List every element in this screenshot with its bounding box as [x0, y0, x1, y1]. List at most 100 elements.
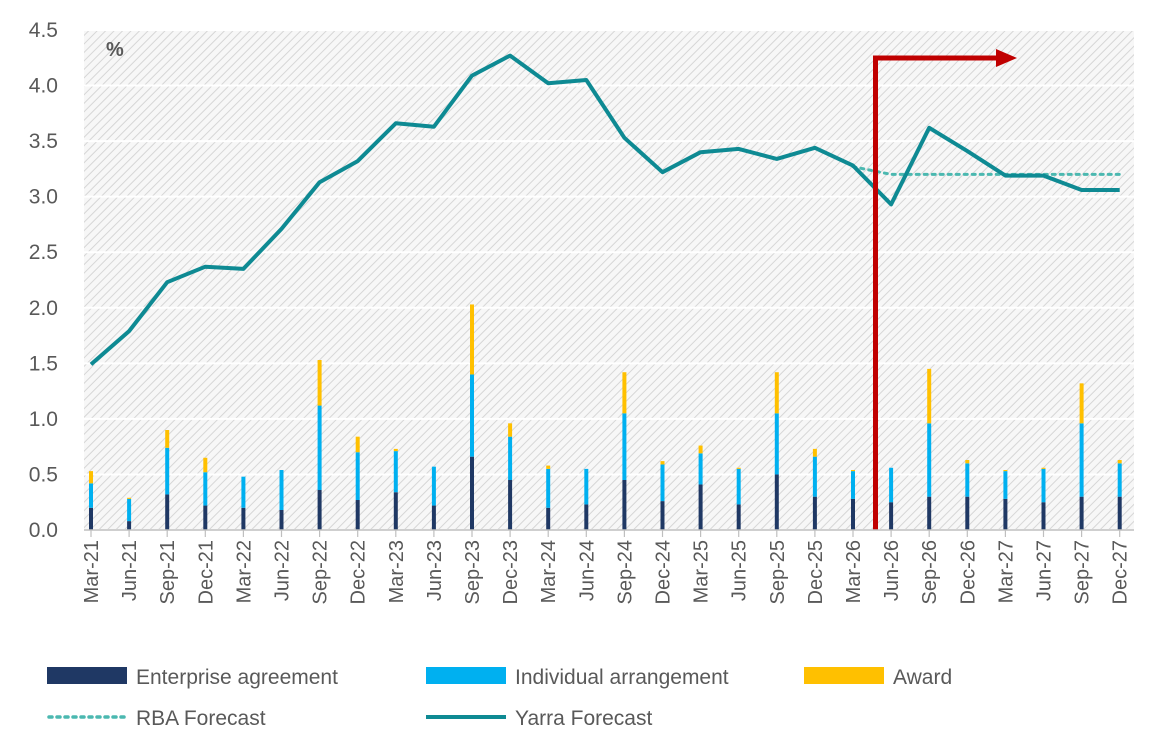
legend-swatch-enterprise-agreement	[47, 667, 127, 684]
bar-enterprise-agreement	[431, 505, 436, 530]
line-yarra-forecast	[89, 53, 1120, 366]
bar-individual-arrangement	[774, 413, 779, 475]
forecast-marker-line	[873, 55, 1000, 530]
bar-individual-arrangement	[965, 463, 970, 497]
bar-individual-arrangement	[851, 471, 855, 499]
forecast-arrow-icon	[996, 49, 1017, 67]
x-tick-label: Sep-27	[1072, 540, 1094, 605]
y-tick-label: 0.5	[29, 463, 58, 486]
bar-enterprise-agreement	[965, 496, 970, 530]
bar-individual-arrangement	[203, 472, 208, 506]
bar-award	[927, 368, 932, 424]
bar-enterprise-agreement	[774, 474, 779, 530]
x-tick-label: Jun-26	[881, 540, 903, 601]
y-tick-label: 3.5	[29, 130, 58, 153]
bar-individual-arrangement	[1079, 423, 1084, 497]
bar-award	[622, 372, 627, 414]
bar-enterprise-agreement	[165, 494, 170, 530]
x-tick-label: Dec-23	[500, 540, 522, 604]
bar-individual-arrangement	[736, 468, 741, 505]
x-tick-label: Jun-22	[272, 540, 294, 601]
legend-label-individual-arrangement: Individual arrangement	[515, 666, 729, 689]
x-tick-label: Jun-23	[424, 540, 446, 601]
bar-award	[317, 360, 322, 406]
bar-award	[1041, 467, 1046, 469]
y-tick-label: 3.0	[29, 186, 58, 209]
y-tick-label: 4.5	[29, 19, 58, 42]
bar-award	[851, 470, 855, 472]
y-tick-label: 1.0	[29, 408, 58, 431]
bar-enterprise-agreement	[203, 505, 208, 530]
bar-enterprise-agreement	[317, 490, 322, 530]
forecast-marker	[873, 49, 1017, 530]
bar-enterprise-agreement	[927, 496, 932, 530]
bar-enterprise-agreement	[698, 484, 703, 530]
x-tick-label: Mar-21	[81, 540, 103, 603]
bar-award	[470, 304, 474, 375]
y-tick-label: 4.0	[29, 75, 58, 98]
bar-individual-arrangement	[622, 413, 627, 480]
bar-enterprise-agreement	[89, 507, 93, 530]
x-tick-label: Dec-25	[805, 540, 827, 604]
bar-individual-arrangement	[317, 405, 322, 490]
bar-individual-arrangement	[546, 468, 551, 508]
bar-enterprise-agreement	[508, 480, 513, 530]
x-tick-label: Jun-24	[576, 540, 598, 601]
x-tick-label: Dec-22	[348, 540, 370, 604]
bar-individual-arrangement	[241, 476, 246, 508]
bar-individual-arrangement	[393, 451, 398, 493]
bars	[89, 304, 1122, 530]
bar-enterprise-agreement	[546, 507, 551, 530]
bar-individual-arrangement	[584, 468, 589, 505]
bar-enterprise-agreement	[355, 500, 360, 530]
bar-individual-arrangement	[812, 456, 817, 497]
bar-award	[546, 465, 551, 469]
bar-enterprise-agreement	[127, 521, 132, 530]
bar-individual-arrangement	[165, 447, 170, 495]
legend-swatch-individual-arrangement	[426, 667, 506, 684]
x-tick-label: Dec-24	[653, 540, 675, 604]
x-tick-label: Mar-23	[386, 540, 408, 603]
y-tick-label: 0.0	[29, 519, 58, 542]
bar-award	[1003, 470, 1008, 472]
bar-enterprise-agreement	[393, 492, 398, 530]
bar-award	[508, 423, 513, 437]
bar-award	[165, 430, 170, 448]
y-tick-label: 2.5	[29, 241, 58, 264]
x-tick-label: Mar-27	[995, 540, 1017, 603]
bar-individual-arrangement	[431, 466, 436, 506]
bar-enterprise-agreement	[1079, 496, 1084, 530]
bar-individual-arrangement	[660, 464, 665, 502]
bar-individual-arrangement	[470, 374, 474, 457]
x-axis: Mar-21 Jun-21 Sep-21 Dec-21 Mar-22 Jun-22 Sep-…	[81, 529, 1134, 605]
x-tick-label: Mar-26	[843, 540, 865, 603]
bar-enterprise-agreement	[889, 502, 894, 530]
bar-enterprise-agreement	[1117, 496, 1122, 530]
x-tick-label: Dec-27	[1110, 540, 1132, 604]
legend-label-yarra-forecast: Yarra Forecast	[515, 707, 652, 730]
x-tick-label: Sep-25	[767, 540, 789, 605]
bar-enterprise-agreement	[660, 501, 665, 530]
bar-enterprise-agreement	[279, 510, 284, 530]
bar-individual-arrangement	[1117, 463, 1122, 497]
bar-enterprise-agreement	[812, 496, 817, 530]
bar-award	[774, 372, 779, 414]
bar-enterprise-agreement	[1003, 498, 1008, 530]
bar-award	[965, 460, 970, 464]
x-tick-label: Jun-25	[729, 540, 751, 601]
legend-label-award: Award	[893, 666, 952, 689]
bar-individual-arrangement	[698, 453, 703, 485]
bar-award	[355, 436, 360, 453]
bar-enterprise-agreement	[851, 498, 855, 530]
bar-enterprise-agreement	[241, 507, 246, 530]
bar-individual-arrangement	[355, 452, 360, 500]
y-axis: 0.0 0.5 1.0 1.5 2.0 2.5 3.0 3.5 4.0 4.5	[29, 19, 58, 542]
y-tick-label: 1.5	[29, 352, 58, 375]
bar-individual-arrangement	[927, 423, 932, 497]
bar-award	[393, 448, 398, 452]
bar-award	[1079, 383, 1084, 424]
lines	[89, 53, 1122, 366]
plot-area-background	[84, 30, 1134, 530]
